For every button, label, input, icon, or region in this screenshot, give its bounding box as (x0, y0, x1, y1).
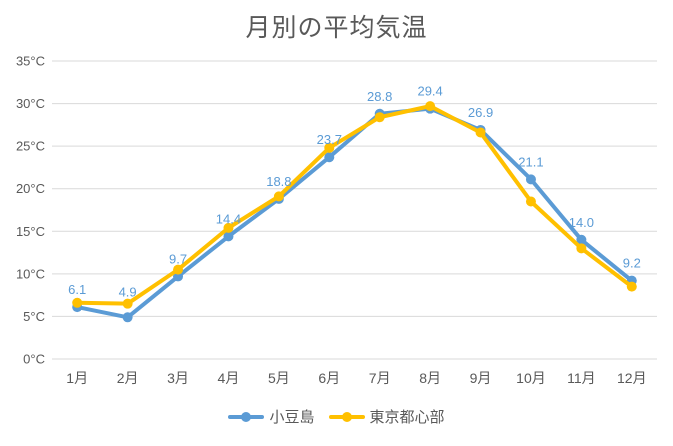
data-point-marker (173, 264, 184, 275)
x-axis-category-label: 8月 (419, 370, 441, 386)
x-axis-category-label: 5月 (268, 370, 290, 386)
x-axis-category-label: 2月 (117, 370, 139, 386)
x-axis-category-label: 6月 (318, 370, 340, 386)
data-point-marker (324, 152, 335, 163)
legend-item-shodoshima: 小豆島 (228, 406, 315, 427)
x-axis-category-label: 3月 (167, 370, 189, 386)
data-point-label: 9.7 (169, 251, 187, 266)
data-point-label: 9.2 (623, 256, 641, 271)
y-axis-tick-label: 10°C (16, 266, 45, 281)
data-point-label: 6.1 (68, 282, 86, 297)
data-point-marker (324, 142, 335, 153)
data-point-marker (273, 191, 284, 202)
data-point-label: 29.4 (417, 84, 442, 99)
data-point-marker (576, 234, 587, 245)
y-axis-tick-label: 35°C (16, 54, 45, 69)
y-axis-tick-label: 15°C (16, 224, 45, 239)
legend-marker-line-dot-icon (228, 411, 265, 422)
legend-label-tokyo: 東京都心部 (369, 409, 445, 426)
x-axis-category-label: 7月 (369, 370, 391, 386)
y-axis-tick-label: 25°C (16, 139, 45, 154)
data-point-marker (576, 243, 587, 254)
data-point-label: 14.4 (216, 211, 241, 226)
data-point-marker (122, 312, 133, 323)
plot-area: 0°C 5°C 10°C 15°C 20°C 25°C 30°C 35°C 1月 2月 3月 4月 5月… (16, 54, 657, 386)
data-point-marker (374, 112, 385, 123)
x-axis-category-label: 11月 (567, 370, 596, 386)
y-axis-tick-label: 30°C (16, 96, 45, 111)
data-point-label: 26.9 (468, 105, 493, 120)
data-point-label: 28.8 (367, 89, 392, 104)
data-point-marker (626, 281, 637, 292)
data-point-label: 18.8 (266, 174, 291, 189)
legend-marker-line-dot-icon (328, 411, 365, 422)
data-point-marker (223, 231, 234, 242)
y-axis-tick-label: 20°C (16, 181, 45, 196)
legend-label-shodoshima: 小豆島 (269, 409, 315, 426)
data-point-label: 21.1 (518, 154, 543, 169)
series-line-shodoshima (75, 106, 634, 320)
x-axis-category-label: 4月 (218, 370, 240, 386)
chart-legend: 小豆島 東京都心部 (0, 406, 673, 427)
data-point-marker (475, 127, 486, 138)
x-axis-category-label: 9月 (470, 370, 492, 386)
series-line-tokyo (75, 104, 634, 306)
data-point-label: 14.0 (569, 215, 594, 230)
data-point-marker (72, 297, 83, 308)
data-point-marker (425, 101, 436, 112)
data-point-marker (525, 196, 536, 207)
data-point-marker (223, 222, 234, 233)
data-point-marker (122, 298, 133, 309)
data-point-label: 4.9 (119, 284, 137, 299)
chart-title: 月別の平均気温 (245, 14, 428, 42)
y-axis-tick-label: 0°C (23, 352, 45, 367)
x-axis-category-label: 10月 (516, 370, 546, 386)
legend-item-tokyo: 東京都心部 (328, 406, 445, 427)
data-point-label: 23.7 (317, 132, 342, 147)
y-axis-tick-label: 5°C (23, 309, 45, 324)
data-point-marker (525, 174, 536, 185)
x-axis-category-label: 1月 (66, 370, 88, 386)
x-axis-category-label: 12月 (617, 370, 647, 386)
